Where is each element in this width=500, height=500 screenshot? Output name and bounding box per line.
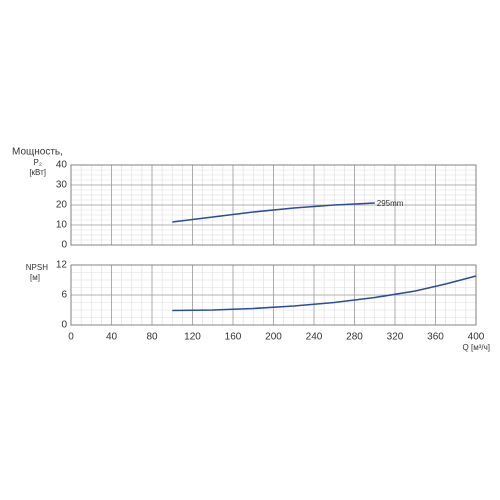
x-tick-label: 40: [106, 332, 118, 343]
y-label-unit: [кВт]: [29, 168, 46, 177]
y-tick-label: 0: [61, 320, 67, 331]
x-tick-label: 0: [68, 332, 74, 343]
line: [172, 202, 375, 223]
y-label-symbol: P₂: [34, 158, 42, 167]
y-label-unit: [м]: [30, 273, 40, 282]
plot-frame: [70, 264, 477, 326]
x-tick-label: 280: [346, 332, 363, 343]
x-tick-label: 360: [427, 332, 444, 343]
plot-frame: [70, 164, 477, 246]
line: [172, 275, 477, 312]
y-tick-label: 6: [61, 290, 67, 301]
y-label: Мощность,: [12, 147, 63, 158]
y-tick-label: 40: [56, 160, 68, 171]
y-tick-label: 0: [61, 240, 67, 251]
x-tick-label: 200: [265, 332, 282, 343]
x-tick-label: 320: [387, 332, 404, 343]
x-label: Q [м³/ч]: [463, 343, 490, 352]
x-tick-label: 240: [306, 332, 323, 343]
series-label: 295mm: [377, 199, 404, 208]
x-tick-label: 400: [468, 332, 485, 343]
y-tick-label: 20: [56, 200, 68, 211]
x-tick-label: 120: [184, 332, 201, 343]
y-tick-label: 10: [56, 220, 68, 231]
y-tick-label: 12: [56, 260, 68, 271]
x-tick-label: 80: [146, 332, 158, 343]
y-label: NPSH: [26, 263, 48, 272]
x-tick-label: 160: [225, 332, 242, 343]
y-tick-label: 30: [56, 180, 68, 191]
